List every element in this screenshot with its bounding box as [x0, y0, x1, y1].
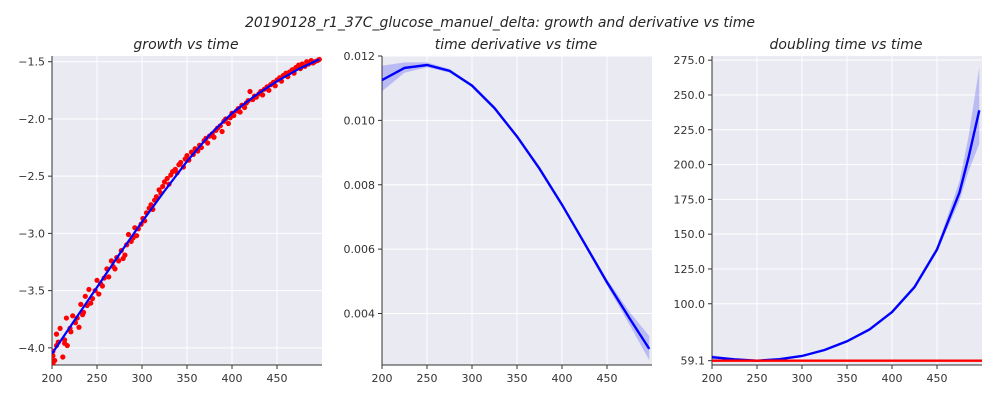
x-tick-label-doubling-time: 400 [882, 372, 903, 385]
data-point [99, 283, 105, 289]
data-point [53, 331, 60, 337]
data-point [225, 120, 231, 127]
data-point [60, 354, 66, 360]
data-point [68, 329, 74, 335]
x-tick-label-doubling-time: 450 [927, 372, 948, 385]
data-point [78, 301, 84, 307]
x-tick-label-derivative: 300 [462, 372, 483, 385]
y-tick-label-derivative: 0.010 [344, 114, 376, 127]
data-point [96, 291, 102, 297]
y-tick-label-doubling-time: 175.0 [674, 193, 706, 206]
data-point [86, 286, 92, 293]
y-tick-label-doubling-time: 100.0 [674, 298, 706, 311]
x-tick-label-doubling-time: 200 [702, 372, 723, 385]
data-point [80, 309, 87, 315]
y-tick-label-derivative: 0.012 [344, 50, 376, 63]
data-point [219, 128, 225, 135]
data-point [242, 104, 248, 111]
data-point [122, 252, 128, 258]
x-tick-label-derivative: 400 [552, 372, 573, 385]
data-point [94, 277, 100, 283]
x-tick-label-growth: 200 [42, 372, 63, 385]
data-point [237, 109, 243, 115]
data-point [82, 293, 88, 299]
x-tick-label-growth: 450 [267, 372, 288, 385]
data-point [164, 175, 170, 182]
data-point [63, 315, 69, 321]
data-point [52, 353, 56, 359]
data-point [134, 233, 140, 239]
x-tick-label-derivative: 350 [507, 372, 528, 385]
data-point [116, 258, 122, 264]
y-tick-label-derivative: 0.008 [344, 179, 376, 192]
data-point [112, 266, 118, 272]
x-tick-label-doubling-time: 350 [837, 372, 858, 385]
data-point [153, 194, 159, 200]
x-tick-label-derivative: 250 [417, 372, 438, 385]
x-tick-label-derivative: 200 [372, 372, 393, 385]
mean-line [382, 63, 651, 350]
figure-suptitle: 20190128_r1_37C_glucose_manuel_delta: gr… [245, 15, 755, 31]
x-tick-label-doubling-time: 250 [747, 372, 768, 385]
data-point [76, 324, 82, 330]
data-point [52, 357, 58, 364]
data-point [247, 88, 253, 95]
y-tick-label-growth: −4.0 [18, 342, 45, 355]
y-tick-label-doubling-time: 150.0 [674, 228, 706, 241]
panel-doubling-time: doubling time vs time 200 250 300 350 400 450… [674, 37, 982, 385]
y-tick-label-doubling-time: 225.0 [674, 124, 706, 137]
data-point [184, 152, 190, 159]
data-point [88, 300, 94, 306]
data-point [70, 313, 76, 319]
x-tick-label-growth: 300 [132, 372, 153, 385]
data-point [106, 274, 112, 280]
y-tick-label-derivative: 0.004 [344, 308, 376, 321]
data-point [125, 231, 132, 238]
y-tick-label-growth: −3.0 [18, 227, 45, 240]
data-point [160, 183, 166, 190]
x-tick-label-growth: 350 [177, 372, 198, 385]
y-tick-label-doubling-time: 200.0 [674, 159, 706, 172]
data-point [205, 140, 211, 146]
y-tick-label-doubling-time: 125.0 [674, 263, 706, 276]
plot-layer-derivative [382, 62, 651, 361]
panel-title-doubling-time: doubling time vs time [770, 37, 923, 53]
plot-layer-doubling-time [712, 67, 982, 362]
y-tick-label-growth: −2.0 [18, 113, 45, 126]
x-tick-label-growth: 250 [87, 372, 108, 385]
panel-title-growth: growth vs time [133, 37, 238, 53]
plot-layer-growth [52, 56, 322, 365]
panel-title-derivative: time derivative vs time [435, 37, 597, 53]
y-tick-label-growth: −3.5 [18, 285, 45, 298]
fit-line [52, 58, 320, 355]
data-point [211, 134, 217, 140]
x-tick-label-doubling-time: 300 [792, 372, 813, 385]
y-tick-label-growth: −1.5 [18, 56, 45, 69]
data-point [57, 325, 63, 331]
y-tick-label-doubling-time: 250.0 [674, 89, 706, 102]
y-tick-label-growth: −2.5 [18, 170, 45, 183]
data-point [178, 159, 184, 166]
data-point [64, 342, 70, 349]
x-tick-label-derivative: 450 [597, 372, 618, 385]
x-tick-label-growth: 400 [222, 372, 243, 385]
y-tick-label-doubling-time: 275.0 [674, 54, 706, 67]
panel-growth: growth vs time 200 250 300 350 400 450 −4.0 −3.… [18, 37, 322, 385]
data-point [260, 92, 266, 98]
panel-derivative: time derivative vs time 200 250 300 350 400 4… [344, 37, 652, 385]
y-tick-label-derivative: 0.006 [344, 243, 376, 256]
y-tick-label-doubling-time: 59.1 [681, 355, 706, 368]
data-point [266, 87, 272, 93]
